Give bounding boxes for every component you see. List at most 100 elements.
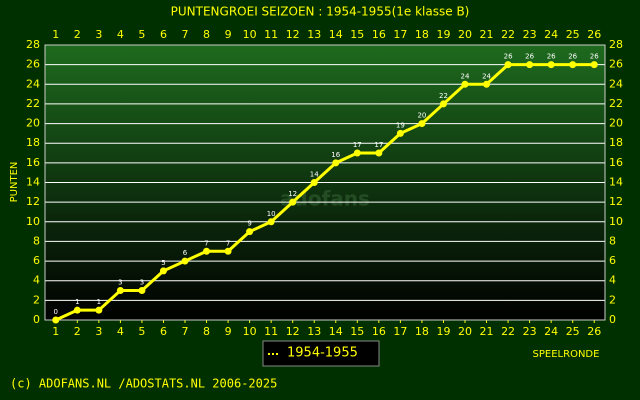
x-tick-label-top: 23 <box>523 28 537 41</box>
x-tick-label-top: 18 <box>415 28 429 41</box>
data-label: 26 <box>590 53 599 61</box>
x-tick-label-top: 19 <box>436 28 450 41</box>
x-tick-label: 10 <box>243 325 257 338</box>
x-tick-label: 11 <box>264 325 278 338</box>
x-tick-label: 12 <box>286 325 300 338</box>
x-tick-label-top: 17 <box>393 28 407 41</box>
y-tick-label: 14 <box>26 176 40 189</box>
x-tick-label: 3 <box>95 325 102 338</box>
x-tick-label: 17 <box>393 325 407 338</box>
x-tick-label-top: 14 <box>329 28 343 41</box>
data-point <box>483 80 491 88</box>
data-label: 14 <box>310 171 319 179</box>
x-tick-label-top: 22 <box>501 28 515 41</box>
y-tick-label: 12 <box>26 195 40 208</box>
x-tick-label: 5 <box>138 325 145 338</box>
x-tick-label-top: 15 <box>350 28 364 41</box>
y-tick-label-right: 18 <box>609 136 623 149</box>
y-tick-label: 20 <box>26 117 40 130</box>
data-point <box>569 61 577 69</box>
data-point <box>439 100 447 108</box>
x-tick-label-top: 11 <box>264 28 278 41</box>
y-tick-label-right: 12 <box>609 195 623 208</box>
x-tick-label-top: 4 <box>117 28 124 41</box>
data-point <box>267 218 275 226</box>
data-label: 10 <box>267 210 276 218</box>
data-label: 16 <box>331 151 340 159</box>
x-tick-label: 19 <box>436 325 450 338</box>
x-tick-label-top: 2 <box>74 28 81 41</box>
footer: (c) ADOFANS.NL /ADOSTATS.NL 2006-2025 <box>10 377 277 391</box>
chart-title: PUNTENGROEI SEIZOEN : 1954-1955(1e klass… <box>171 5 470 19</box>
x-tick-label-top: 10 <box>243 28 257 41</box>
x-tick-label: 15 <box>350 325 364 338</box>
data-label: 26 <box>504 53 513 61</box>
x-tick-label-top: 8 <box>203 28 210 41</box>
x-axis-label: SPEELRONDE <box>533 349 600 360</box>
data-label: 3 <box>118 279 122 287</box>
data-point <box>461 80 469 88</box>
data-point <box>116 287 124 295</box>
data-point <box>590 61 598 69</box>
y-tick-label-right: 28 <box>609 38 623 51</box>
x-tick-label: 21 <box>480 325 494 338</box>
y-tick-label: 4 <box>33 274 40 287</box>
data-label: 1 <box>97 298 101 306</box>
x-tick-label: 9 <box>225 325 232 338</box>
x-tick-label-top: 12 <box>286 28 300 41</box>
data-point <box>289 198 297 206</box>
data-label: 12 <box>288 190 297 198</box>
y-tick-label: 26 <box>26 58 40 71</box>
x-tick-label-top: 9 <box>225 28 232 41</box>
x-tick-label-top: 16 <box>372 28 386 41</box>
data-point <box>95 306 103 314</box>
x-tick-label: 2 <box>74 325 81 338</box>
y-tick-label-right: 24 <box>609 77 623 90</box>
plot-border <box>44 44 606 321</box>
y-tick-label: 22 <box>26 97 40 110</box>
data-label: 19 <box>396 121 405 129</box>
data-point <box>353 149 361 157</box>
legend <box>262 340 380 367</box>
data-point <box>224 247 232 255</box>
y-tick-label-right: 10 <box>609 215 623 228</box>
data-point <box>52 316 60 324</box>
x-tick-label: 1 <box>52 325 59 338</box>
y-tick-label-right: 2 <box>609 293 616 306</box>
y-tick-label: 18 <box>26 136 40 149</box>
data-label: 9 <box>247 220 251 228</box>
data-label: 0 <box>54 308 58 316</box>
legend-label: 1954-1955 <box>287 346 358 361</box>
data-label: 26 <box>525 53 534 61</box>
x-tick-label: 18 <box>415 325 429 338</box>
data-point <box>138 287 146 295</box>
y-tick-label: 28 <box>26 38 40 51</box>
y-tick-label: 6 <box>33 254 40 267</box>
x-tick-label-top: 24 <box>544 28 558 41</box>
data-label: 3 <box>140 279 144 287</box>
x-tick-label-top: 3 <box>95 28 102 41</box>
y-tick-label: 24 <box>26 77 40 90</box>
data-label: 26 <box>547 53 556 61</box>
y-tick-label: 16 <box>26 156 40 169</box>
y-tick-label: 2 <box>33 293 40 306</box>
x-tick-label-top: 5 <box>138 28 145 41</box>
data-point <box>181 257 189 265</box>
x-tick-label: 24 <box>544 325 558 338</box>
data-point <box>246 228 254 236</box>
x-tick-label-top: 13 <box>307 28 321 41</box>
data-label: 22 <box>439 92 448 100</box>
data-point <box>396 129 404 137</box>
data-point <box>310 179 318 186</box>
x-tick-label: 6 <box>160 325 167 338</box>
x-tick-label: 16 <box>372 325 386 338</box>
x-tick-label-top: 26 <box>587 28 601 41</box>
y-axis-label: PUNTEN <box>9 162 20 203</box>
data-point <box>547 61 555 69</box>
data-label: 24 <box>482 72 491 80</box>
x-tick-label: 25 <box>566 325 580 338</box>
x-tick-label: 4 <box>117 325 124 338</box>
x-tick-label: 14 <box>329 325 343 338</box>
x-tick-label-top: 21 <box>480 28 494 41</box>
